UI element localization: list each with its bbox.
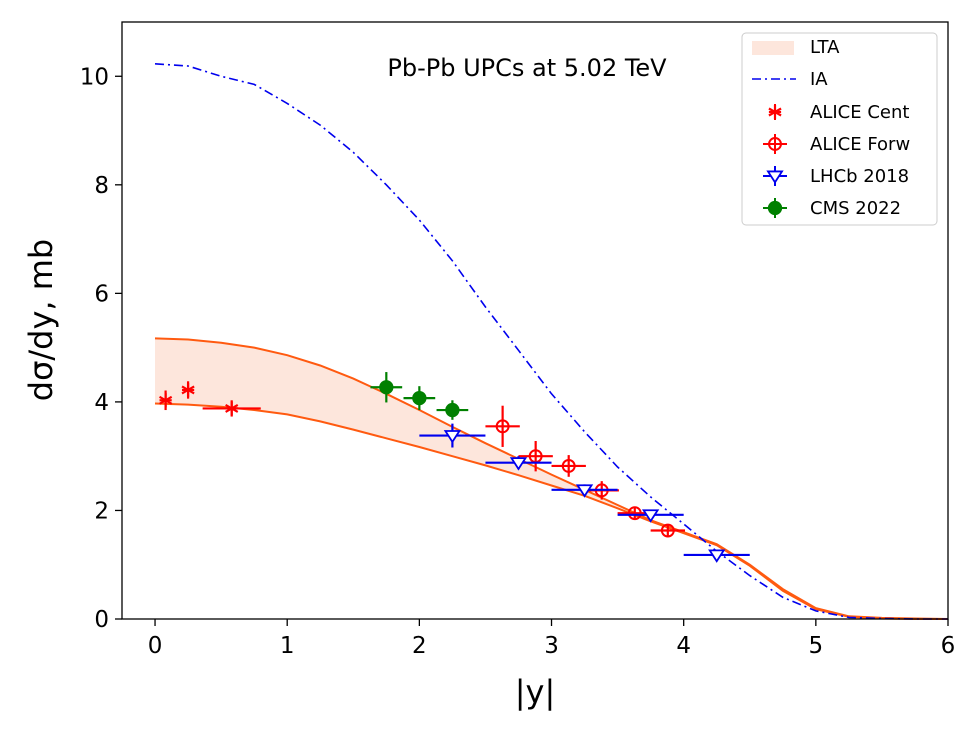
x-tick-label: 2 <box>412 633 427 659</box>
lhcb-2018-marker-shape <box>575 484 594 498</box>
legend-frame <box>741 32 938 226</box>
cms-2022-point-0 <box>370 372 403 403</box>
legend-label-lta: LTA <box>810 37 840 58</box>
x-tick-label: 6 <box>941 633 956 659</box>
legend-marker-cms-2022-dot <box>767 200 783 216</box>
y-tick-label: 0 <box>94 607 109 633</box>
alice-forw-marker <box>627 506 642 521</box>
alice-cent-marker <box>225 401 239 416</box>
alice-forw-marker <box>660 523 675 538</box>
y-tick-label: 2 <box>94 498 109 524</box>
legend-label-ia: IA <box>810 69 828 90</box>
alice-forw-marker-ring <box>495 419 510 434</box>
lhcb-2018-point-0 <box>419 423 486 448</box>
alice-forw-point-2 <box>551 455 586 477</box>
alice-forw-marker-ring <box>660 523 675 538</box>
lta-lower-line <box>154 402 948 620</box>
y-tick-label: 4 <box>94 390 109 416</box>
axes: 0 1 2 3 4 5 6 0 2 4 6 8 10 <box>80 21 956 659</box>
cms-2022-marker <box>412 390 427 406</box>
x-tick-label: 1 <box>280 633 295 659</box>
ia-curve <box>154 63 948 620</box>
legend-marker-alice-forw-ring <box>768 137 782 151</box>
alice-cent-point-0 <box>159 390 173 411</box>
legend-symbol-cms-2022 <box>763 198 787 218</box>
cms-2022-marker <box>445 402 460 418</box>
cms-2022-marker-dot <box>445 402 460 418</box>
series-cms-2022 <box>370 372 469 420</box>
alice-forw-point-0 <box>485 405 520 447</box>
lhcb-2018-marker-shape <box>641 509 660 523</box>
lhcb-2018-point-1 <box>485 456 552 471</box>
legend-symbol-alice-forw <box>763 134 787 154</box>
lhcb-2018-marker <box>575 484 594 498</box>
alice-forw-point-5 <box>650 523 686 538</box>
lhcb-2018-marker <box>708 549 726 563</box>
alice-cent-marker <box>159 393 173 408</box>
series-alice-cent <box>159 381 261 417</box>
alice-cent-point-2 <box>202 400 261 417</box>
x-tick-label: 3 <box>544 633 559 659</box>
cms-2022-point-1 <box>403 386 436 411</box>
legend-label-lhcb-2018: LHCb 2018 <box>810 166 909 187</box>
lhcb-2018-marker-shape <box>443 430 462 444</box>
legend-marker-cms-2022 <box>767 200 783 216</box>
alice-forw-marker <box>495 419 510 434</box>
legend-label-alice-cent: ALICE Cent <box>810 102 909 123</box>
x-tick-label: 4 <box>676 633 691 659</box>
lhcb-2018-marker-shape <box>708 549 726 563</box>
legend-symbol-lhcb-2018 <box>763 166 787 186</box>
cms-2022-marker-dot <box>379 380 394 395</box>
lta-band-fill <box>155 338 948 619</box>
x-axis-title: |y| <box>515 673 556 711</box>
cms-2022-marker-dot <box>412 390 427 406</box>
alice-forw-marker-ring <box>627 506 642 521</box>
legend-label-alice-forw: ALICE Forw <box>810 134 910 155</box>
cms-2022-point-2 <box>436 400 469 420</box>
y-tick-label: 10 <box>80 64 109 90</box>
lhcb-2018-marker <box>443 430 462 444</box>
x-tick-label: 5 <box>809 633 824 659</box>
chart-annotation: Pb-Pb UPCs at 5.02 TeV <box>387 54 667 82</box>
series-lhcb-2018 <box>419 423 750 563</box>
legend-marker-lhcb-2018-shape <box>766 170 784 184</box>
lhcb-2018-marker <box>509 457 528 471</box>
plot-area <box>154 63 949 620</box>
legend-symbol-alice-cent <box>768 104 782 120</box>
legend-marker-alice-forw <box>768 137 782 151</box>
alice-forw-marker <box>561 459 576 473</box>
cms-2022-marker <box>379 380 394 395</box>
lhcb-2018-marker <box>641 509 660 523</box>
legend-label-cms-2022: CMS 2022 <box>810 198 901 219</box>
x-tick-label: 0 <box>148 633 163 659</box>
alice-cent-point-1 <box>181 381 195 399</box>
lhcb-2018-point-3 <box>617 509 684 523</box>
plot-frame <box>121 21 949 620</box>
alice-forw-marker-ring <box>561 459 576 473</box>
legend-marker-alice-cent <box>768 105 782 119</box>
y-tick-label: 8 <box>94 173 109 199</box>
lhcb-2018-point-2 <box>551 484 618 498</box>
y-axis-title: dσ/dy, mb <box>22 239 60 401</box>
legend-symbol-lta <box>752 41 794 55</box>
lhcb-2018-point-4 <box>683 549 750 563</box>
legend-marker-lhcb-2018 <box>766 170 784 184</box>
alice-cent-marker <box>181 382 195 397</box>
legend: LTA IA ALICE Cent ALICE Forw LHCb 2018 C… <box>741 32 938 226</box>
lhcb-2018-marker-shape <box>509 457 528 471</box>
y-tick-label: 6 <box>94 281 109 307</box>
